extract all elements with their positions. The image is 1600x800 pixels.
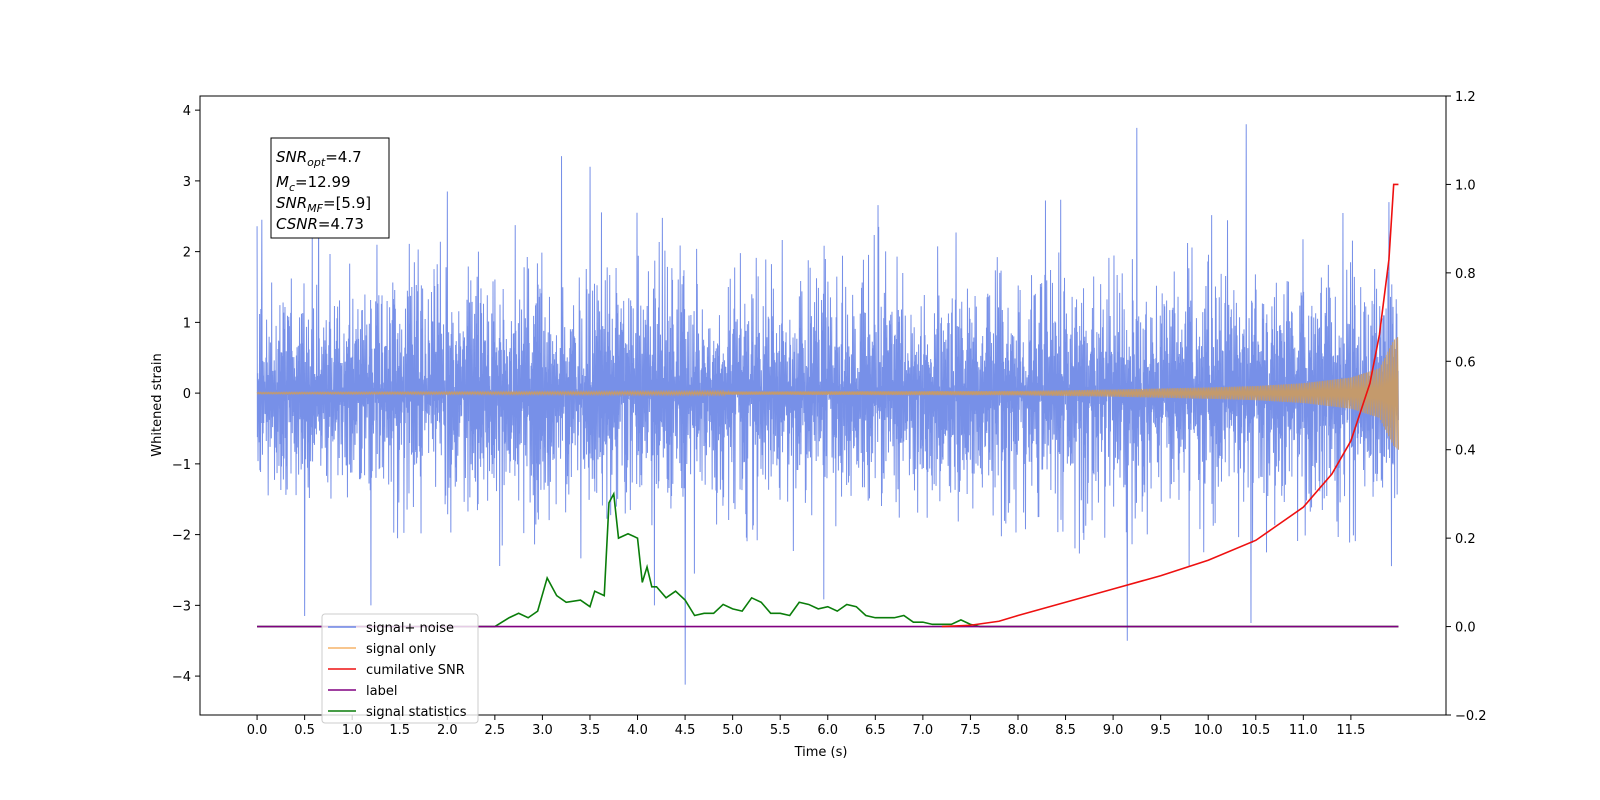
y-axis-right: −0.2 0.0 0.2 0.4 0.6 0.8 1.0 1.2 xyxy=(1446,90,1487,724)
legend-label: signal only xyxy=(366,642,436,657)
y2-tick-label: 0.0 xyxy=(1455,621,1476,636)
y2-tick-label: −0.2 xyxy=(1455,709,1487,724)
x-tick-label: 5.0 xyxy=(722,723,743,738)
y-tick-label: −3 xyxy=(172,599,191,614)
signal-noise-line xyxy=(256,124,1399,685)
y-axis-label: Whitened strain xyxy=(150,353,165,456)
y-tick-label: −1 xyxy=(172,458,191,473)
x-axis: 0.0 0.5 1.0 1.5 2.0 2.5 3.0 3.5 4.0 4.5 5.0 5.5 6.0 6… xyxy=(247,715,1365,738)
x-tick-label: 5.5 xyxy=(770,723,791,738)
legend-frame xyxy=(321,613,479,724)
annotation-snr-mf: SNRMF=[5.9] xyxy=(276,194,371,215)
y-axis-left: −4 −3 −2 −1 0 1 2 3 4 xyxy=(172,104,200,685)
x-tick-label: 4.0 xyxy=(627,723,648,738)
x-tick-label: 11.0 xyxy=(1289,723,1318,738)
y-tick-label: 4 xyxy=(183,104,191,119)
annotation-mc: Mc=12.99 xyxy=(276,173,351,194)
annotation-csnr: CSNR=4.73 xyxy=(276,215,364,233)
signal-only-series xyxy=(256,337,1399,450)
annotation-frame xyxy=(270,137,390,239)
x-tick-label: 10.5 xyxy=(1241,723,1270,738)
cumulative-snr-series xyxy=(941,183,1399,628)
x-tick-label: 4.5 xyxy=(675,723,696,738)
x-tick-label: 8.0 xyxy=(1008,723,1029,738)
signal-statistics-series xyxy=(257,491,1399,628)
x-tick-label: 11.5 xyxy=(1336,723,1365,738)
y2-tick-label: 0.2 xyxy=(1455,532,1476,547)
signal-statistics-line xyxy=(257,491,1399,628)
x-tick-label: 10.0 xyxy=(1194,723,1223,738)
y-tick-label: 3 xyxy=(183,175,191,190)
signal-only-line xyxy=(256,337,1399,450)
x-axis-label: Time (s) xyxy=(794,745,848,760)
y-tick-label: 1 xyxy=(183,316,191,331)
x-tick-label: 6.0 xyxy=(817,723,838,738)
x-tick-label: 3.5 xyxy=(580,723,601,738)
x-tick-label: 9.0 xyxy=(1103,723,1124,738)
x-tick-label: 7.5 xyxy=(960,723,981,738)
legend-label: label xyxy=(366,684,397,699)
y2-tick-label: 1.2 xyxy=(1455,90,1476,105)
x-tick-label: 6.5 xyxy=(865,723,886,738)
x-tick-label: 2.5 xyxy=(485,723,506,738)
signal-noise-series xyxy=(256,124,1399,685)
legend: signal+ noise signal only cumilative SNR la… xyxy=(321,613,479,724)
cumulative-snr-line xyxy=(941,183,1399,628)
x-tick-label: 2.0 xyxy=(437,723,458,738)
x-tick-label: 0.0 xyxy=(247,723,268,738)
x-tick-label: 0.5 xyxy=(294,723,315,738)
y-tick-label: 0 xyxy=(183,387,191,402)
x-tick-label: 3.0 xyxy=(532,723,553,738)
legend-label: signal+ noise xyxy=(366,621,454,636)
x-tick-label: 1.5 xyxy=(389,723,410,738)
y-tick-label: −4 xyxy=(172,670,191,685)
x-tick-label: 1.0 xyxy=(342,723,363,738)
plot-area xyxy=(256,124,1399,685)
annotation-snr-opt: SNRopt=4.7 xyxy=(276,148,362,169)
y-tick-label: −2 xyxy=(172,529,191,544)
y-tick-label: 2 xyxy=(183,246,191,261)
y2-tick-label: 0.4 xyxy=(1455,444,1476,459)
y2-tick-label: 0.8 xyxy=(1455,267,1476,282)
x-tick-label: 8.5 xyxy=(1055,723,1076,738)
y2-tick-label: 0.6 xyxy=(1455,355,1476,370)
legend-label: cumilative SNR xyxy=(366,663,465,678)
x-tick-label: 9.5 xyxy=(1150,723,1171,738)
legend-label: signal statistics xyxy=(366,705,467,720)
annotation-box: SNRopt=4.7 Mc=12.99 SNRMF=[5.9] CSNR=4.7… xyxy=(270,137,390,239)
x-tick-label: 7.0 xyxy=(913,723,934,738)
axes-frame xyxy=(199,95,1447,716)
y2-tick-label: 1.0 xyxy=(1455,178,1476,193)
